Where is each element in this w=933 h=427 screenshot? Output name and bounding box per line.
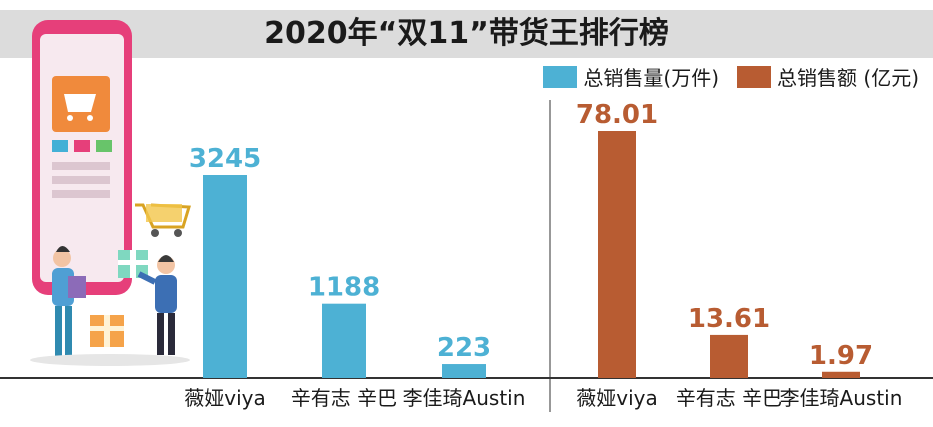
legend-label-revenue: 总销售额 (亿元) bbox=[777, 66, 919, 90]
data-label-revenue-2: 1.97 bbox=[809, 341, 873, 371]
category-label-revenue-2: 李佳琦Austin bbox=[780, 386, 903, 410]
phone-icon bbox=[32, 20, 132, 295]
bar-revenue-1 bbox=[710, 334, 748, 378]
bar-volume-0 bbox=[203, 175, 247, 378]
data-label-volume-0: 3245 bbox=[189, 144, 261, 174]
category-label-volume-0: 薇娅viya bbox=[184, 386, 265, 410]
bar-volume-2 bbox=[442, 364, 486, 378]
legend-item-volume: 总销售量(万件) bbox=[543, 62, 719, 91]
category-label-volume-1: 辛有志 辛巴 bbox=[291, 386, 397, 410]
data-label-volume-1: 1188 bbox=[308, 273, 380, 303]
legend-item-revenue: 总销售额 (亿元) bbox=[737, 62, 919, 91]
data-label-revenue-1: 13.61 bbox=[688, 304, 770, 334]
category-label-revenue-1: 辛有志 辛巴 bbox=[676, 386, 782, 410]
shopping-cart-icon bbox=[135, 203, 191, 237]
category-label-revenue-0: 薇娅viya bbox=[576, 386, 657, 410]
chart-legend: 总销售量(万件) 总销售额 (亿元) bbox=[525, 62, 919, 91]
legend-swatch-volume bbox=[543, 65, 578, 88]
person-icon bbox=[52, 246, 86, 356]
bar-revenue-0 bbox=[598, 131, 636, 378]
bar-revenue-2 bbox=[822, 371, 860, 378]
title-band bbox=[0, 10, 933, 58]
shopping-illustration bbox=[30, 20, 191, 366]
chart-title: 2020年“双11”带货王排行榜 bbox=[264, 16, 669, 51]
data-label-revenue-0: 78.01 bbox=[576, 100, 658, 130]
data-label-volume-2: 223 bbox=[437, 333, 491, 363]
bar-volume-1 bbox=[322, 303, 366, 378]
legend-label-volume: 总销售量(万件) bbox=[583, 66, 720, 90]
person-icon bbox=[137, 255, 177, 355]
legend-swatch-revenue bbox=[737, 65, 772, 88]
category-label-volume-2: 李佳琦Austin bbox=[403, 386, 526, 410]
gift-box-icon bbox=[90, 315, 124, 347]
